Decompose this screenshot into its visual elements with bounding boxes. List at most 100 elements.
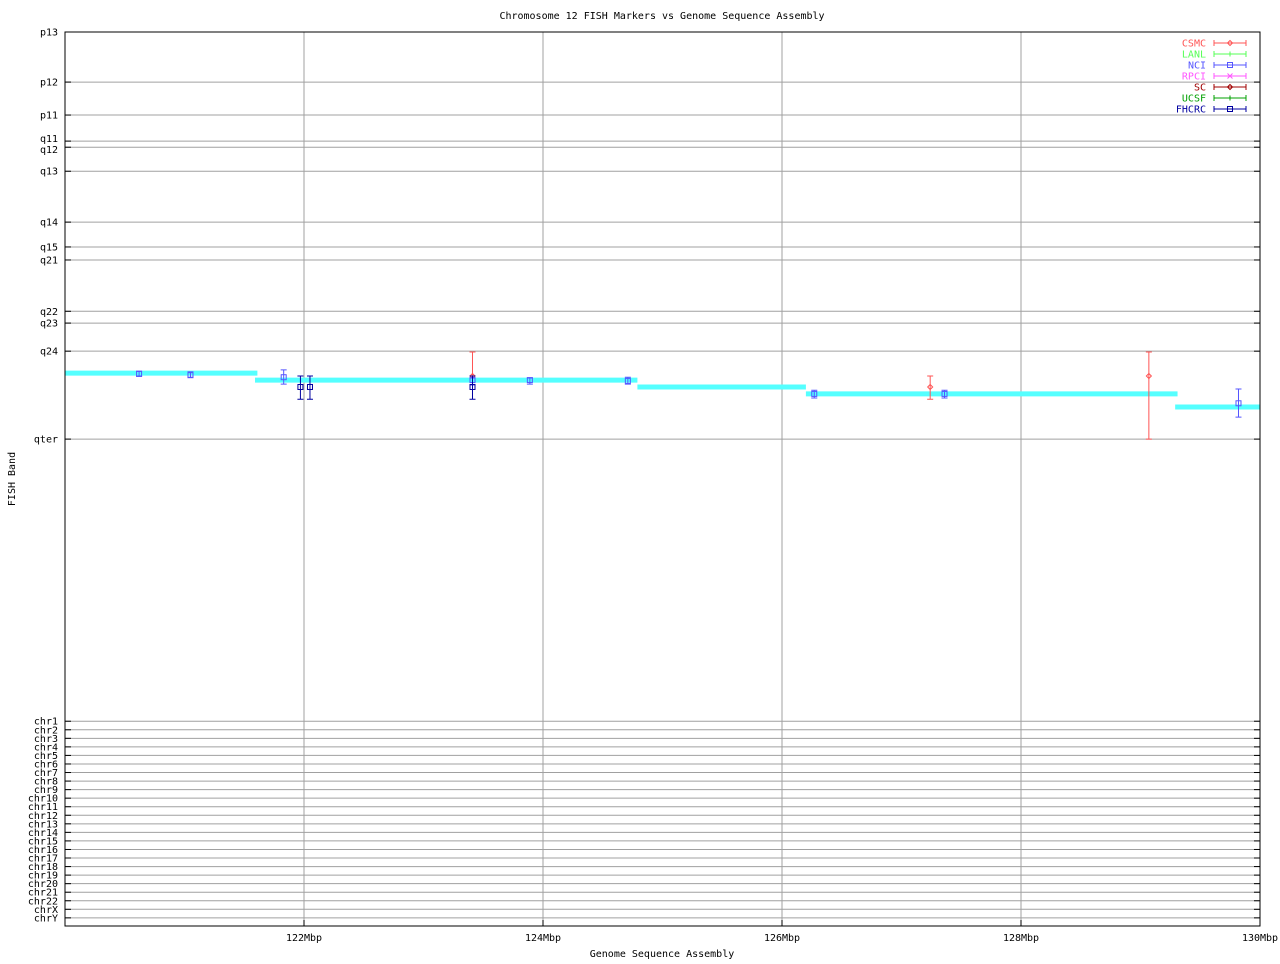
y-tick-label: q15 [40,242,58,253]
error-bar [469,375,476,400]
data-points [136,351,1242,440]
square-marker [469,383,476,390]
error-bar-point [187,371,194,379]
square-marker [941,390,948,397]
square-marker [1235,400,1242,407]
y-tick-label: chr16 [28,845,58,856]
y-tick-label: q22 [40,307,58,318]
y-tick-label: chr5 [34,751,58,762]
legend-label: RPCI [1182,72,1206,83]
error-bar-point [280,369,287,385]
legend-entry: SC [1194,83,1247,94]
error-bar-point [297,375,304,400]
square-marker [526,377,533,384]
legend-line [1213,84,1247,90]
legend-label: CSMC [1182,39,1206,50]
chart-title: Chromosome 12 FISH Markers vs Genome Seq… [499,11,824,22]
square-marker [1227,62,1233,68]
y-tick-label: chr20 [28,879,58,890]
square-marker [297,383,304,390]
y-tick-label: chr9 [34,785,58,796]
y-tick-label: chr12 [28,811,58,822]
y-tick-label: chr17 [28,854,58,865]
error-bar-point [1235,388,1242,418]
error-bar-point [136,370,143,377]
error-bar-point [941,389,948,399]
square-marker [1227,106,1233,112]
legend-entry: RPCI [1182,72,1247,83]
legend-line [1213,106,1247,112]
x-tick-label: 126Mbp [764,933,800,944]
y-tick-label: chr6 [34,759,58,770]
diamond-marker [926,383,934,391]
grid [65,31,1261,926]
y-tick-label: chr2 [34,725,58,736]
error-bar [1235,388,1242,418]
x-tick-label: 128Mbp [1003,933,1039,944]
y-tick-label: chr4 [34,742,58,753]
y-tick-label: chr15 [28,836,58,847]
x-axis-label: Genome Sequence Assembly [590,949,735,960]
diamond-marker [1145,372,1153,380]
square-marker [187,372,194,379]
square-marker [306,383,313,390]
y-tick-label: chr18 [28,862,58,873]
y-tick-label: q21 [40,255,58,266]
y-tick-label: chr22 [28,896,58,907]
y-tick-label: chr14 [28,828,58,839]
error-bar-point [811,389,818,399]
y-tick-label: chrY [34,913,58,924]
legend-label: NCI [1188,61,1206,72]
y-tick-label: chr11 [28,802,58,813]
y-tick-label: p13 [40,28,58,39]
legend-entry: FHCRC [1176,105,1247,116]
error-bar [927,375,934,400]
error-bar [297,375,304,400]
y-tick-label: p12 [40,78,58,89]
assembly-segments [65,370,1260,410]
square-marker [136,370,143,377]
error-bar-point [526,377,533,385]
y-tick-label: chr13 [28,819,58,830]
cross-marker [1227,73,1233,79]
y-tick-label: q14 [40,218,58,229]
error-bar-point [306,375,313,400]
legend-entry: CSMC [1182,39,1247,50]
y-tick-label: q23 [40,319,58,330]
plot-frame [64,31,1261,927]
legend-label: LANL [1182,50,1206,61]
diamond-marker [1226,83,1234,91]
axes: 122Mbp 124Mbp 126Mbp 128Mbp 130Mbp p13 p12 p11 q… [28,28,1278,945]
y-tick-label: chr10 [28,794,58,805]
error-bar-point [469,375,476,400]
y-tick-label: chr3 [34,734,58,745]
y-tick-label: chr19 [28,871,58,882]
error-bar-point [926,375,934,400]
legend-line [1213,40,1247,46]
y-tick-label: q11 [40,134,58,145]
diamond-marker [1226,39,1234,47]
x-tick-label: 124Mbp [525,933,561,944]
error-bar [280,369,287,385]
y-tick-label: p11 [40,111,58,122]
error-bar-point [1145,351,1153,440]
square-marker [811,390,818,397]
y-tick-label: chrX [34,905,58,916]
y-axis-label: FISH Band [7,452,18,506]
legend-label: UCSF [1182,94,1206,105]
legend-label: FHCRC [1176,105,1206,116]
error-bar [306,375,313,400]
legend-label: SC [1194,83,1206,94]
y-tick-label: qter [34,435,58,446]
x-tick-label: 122Mbp [286,933,322,944]
y-tick-label: chr7 [34,768,58,779]
y-tick-label: q24 [40,347,58,358]
square-marker [280,374,287,381]
error-bar-point [624,376,631,385]
y-tick-label: chr21 [28,888,58,899]
x-tick-label: 130Mbp [1242,933,1278,944]
error-bar [1145,351,1152,440]
y-tick-label: chr1 [34,717,58,728]
